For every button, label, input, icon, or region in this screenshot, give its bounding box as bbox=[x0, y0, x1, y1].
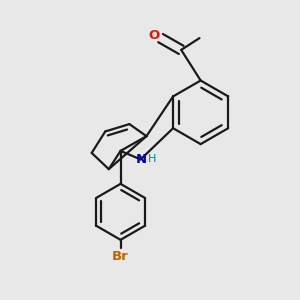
Text: N: N bbox=[136, 153, 147, 166]
Text: Br: Br bbox=[112, 250, 129, 262]
Text: H: H bbox=[148, 154, 157, 164]
Text: O: O bbox=[148, 29, 160, 42]
